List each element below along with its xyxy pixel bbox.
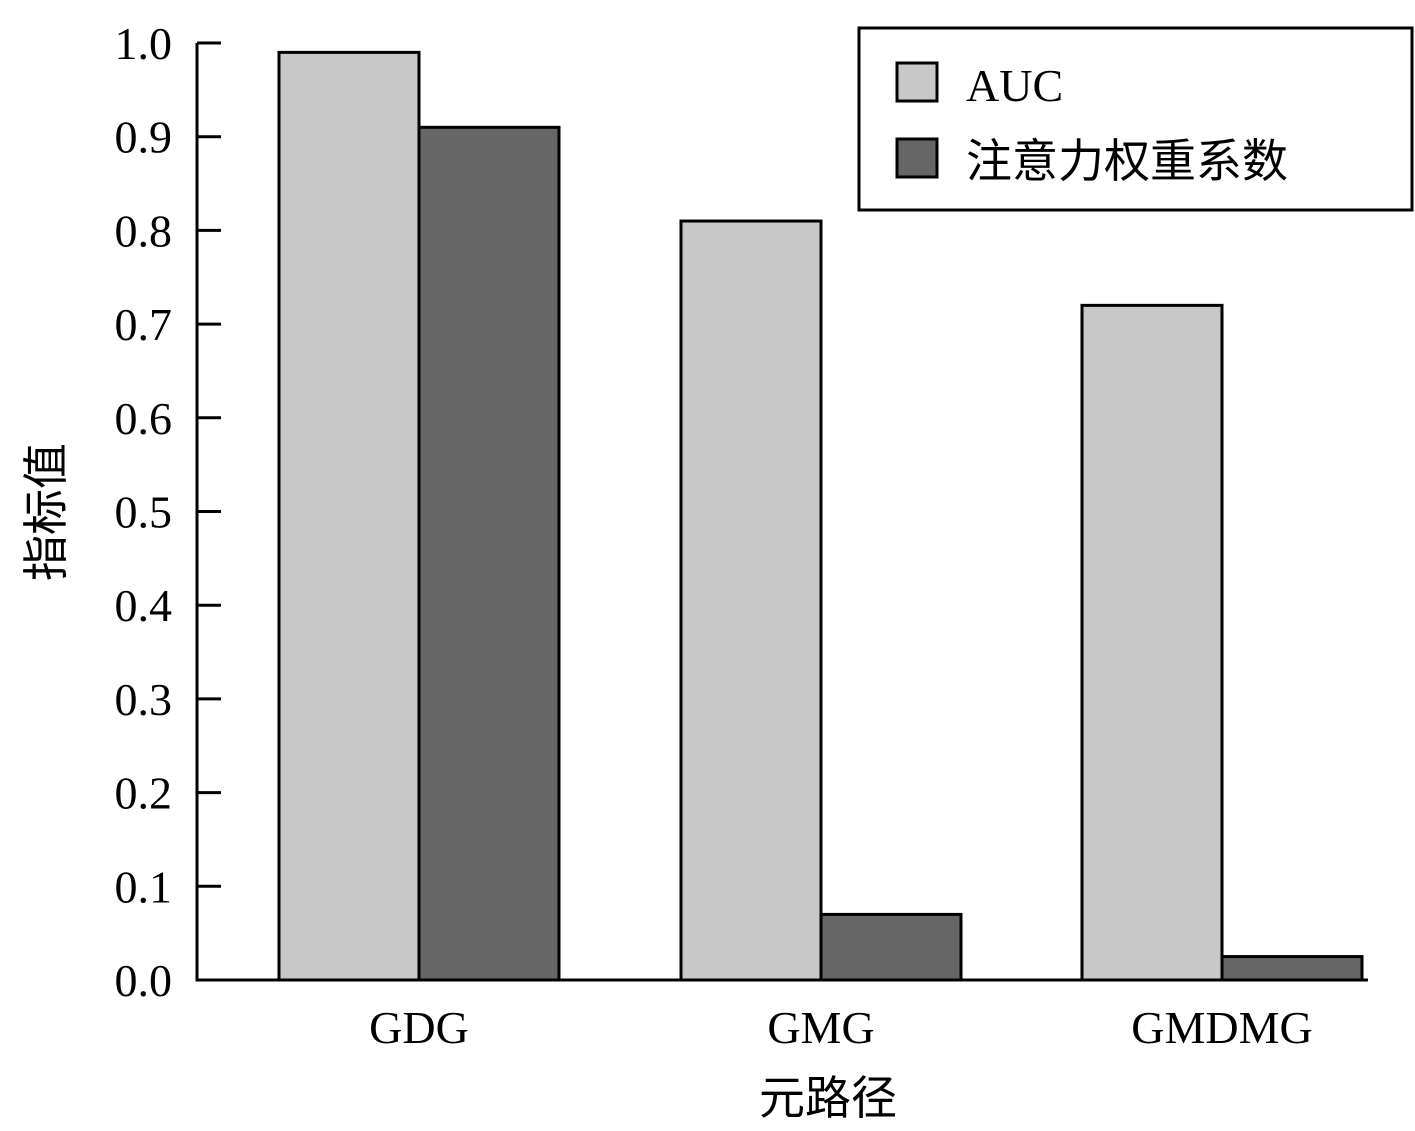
x-tick-label-gdg: GDG bbox=[369, 1002, 469, 1053]
y-tick-label: 0.2 bbox=[115, 768, 173, 819]
legend-label-attention: 注意力权重系数 bbox=[966, 136, 1288, 187]
bar-gmg-auc bbox=[679, 219, 823, 982]
y-tick-label: 0.5 bbox=[115, 487, 173, 538]
legend-swatch-auc bbox=[895, 61, 939, 103]
legend-swatch-attention bbox=[895, 137, 939, 179]
x-axis-title: 元路径 bbox=[759, 1071, 897, 1125]
bar-gdg-auc bbox=[277, 50, 421, 982]
y-tick-label: 0.4 bbox=[115, 580, 173, 631]
x-tick-label-gmg: GMG bbox=[767, 1002, 874, 1053]
bar-gdg-attention bbox=[417, 125, 561, 982]
y-tick-label: 0.6 bbox=[115, 393, 173, 444]
y-tick-label: 0.8 bbox=[115, 205, 173, 256]
y-tick-label: 0.9 bbox=[115, 112, 173, 163]
legend-box bbox=[857, 26, 1414, 212]
bar-gmdmg-auc bbox=[1080, 303, 1224, 982]
y-tick-label: 0.7 bbox=[115, 299, 173, 350]
y-tick-label: 0.3 bbox=[115, 674, 173, 725]
x-tick-labels-group: GDG GMG GMDMG bbox=[369, 1002, 1313, 1053]
x-tick-label-gmdmg: GMDMG bbox=[1131, 1002, 1312, 1053]
legend-label-auc: AUC bbox=[966, 60, 1063, 111]
y-tick-label: 0.1 bbox=[115, 861, 173, 912]
y-axis-title: 指标值 bbox=[19, 443, 73, 581]
bars-group bbox=[277, 50, 1364, 982]
y-tick-label: 1.0 bbox=[115, 18, 173, 69]
y-ticks-group: 0.0 0.1 0.2 0.3 0.4 0.5 0.6 0.7 0.8 0.9 1.0 bbox=[115, 18, 221, 1006]
bar-gmg-attention bbox=[819, 912, 963, 982]
legend: AUC 注意力权重系数 bbox=[857, 26, 1414, 212]
bar-gmdmg-attention bbox=[1220, 955, 1364, 982]
y-tick-label: 0.0 bbox=[115, 955, 173, 1006]
